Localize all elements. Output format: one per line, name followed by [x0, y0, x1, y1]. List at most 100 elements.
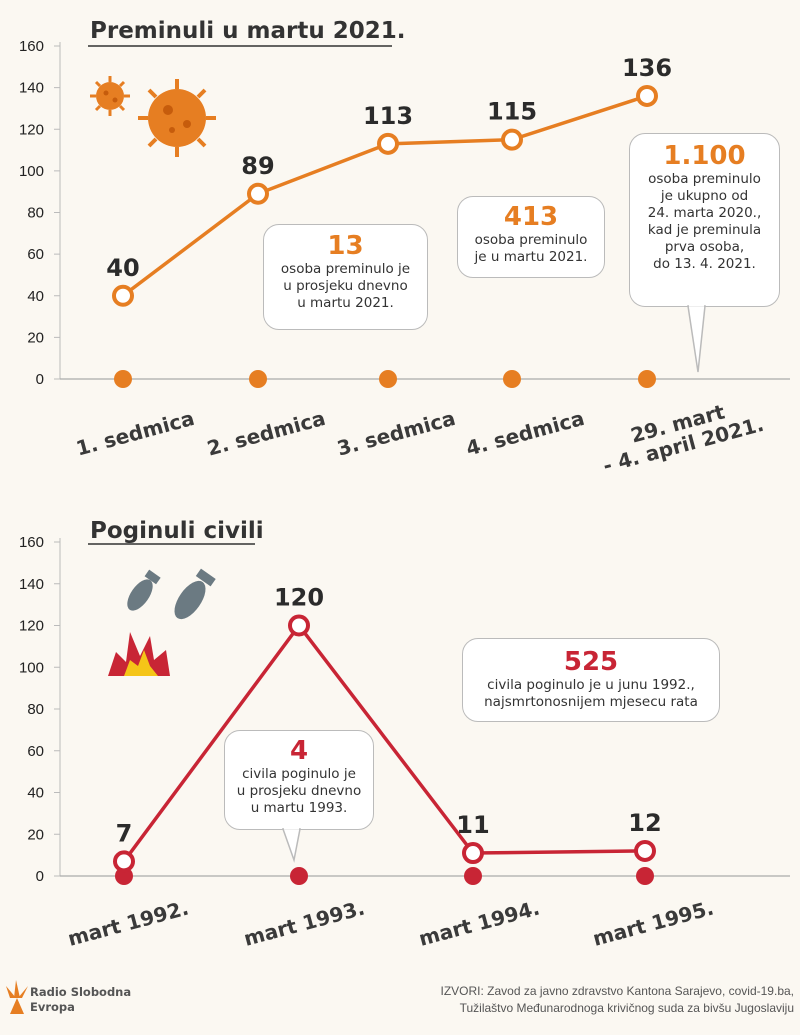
data-label: 115 — [487, 98, 537, 126]
baseline-dot — [114, 370, 132, 388]
x-tick-label: 2. sedmica — [204, 406, 327, 461]
y-tick-label: 160 — [19, 534, 44, 551]
x-tick-label: 1. sedmica — [73, 406, 196, 461]
x-tick-label-line: mart 1992. — [65, 896, 191, 951]
baseline-dot — [249, 370, 267, 388]
x-tick-label-line: 4. sedmica — [463, 406, 586, 461]
annotation-text: u martu 2021. — [297, 295, 394, 311]
data-label: 89 — [241, 152, 274, 180]
logo-line: Evropa — [30, 1000, 75, 1014]
data-label: 113 — [363, 102, 413, 130]
x-tick-label-line: 2. sedmica — [204, 406, 327, 461]
virus-icon — [90, 76, 216, 157]
data-label: 120 — [274, 584, 324, 612]
y-tick-label: 80 — [27, 205, 44, 222]
data-point — [112, 284, 134, 307]
x-tick-label: mart 1994. — [416, 896, 542, 951]
rse-logo: Radio Slobodna Evropa — [30, 985, 131, 1015]
annotation-daily-average-2021: 13 osoba preminulo je u prosjeku dnevno … — [263, 224, 428, 330]
x-tick-label: 4. sedmica — [463, 406, 586, 461]
annotation-text: u martu 1993. — [250, 800, 348, 816]
y-tick-label: 100 — [19, 163, 44, 180]
data-label: 136 — [622, 54, 672, 82]
annotation-number: 4 — [289, 736, 309, 766]
annotation-daily-average-1993: 4 civila poginulo je u prosjeku dnevno u… — [224, 730, 374, 830]
annotation-text: je u martu 2021. — [474, 249, 588, 265]
data-point — [634, 839, 656, 862]
x-tick-label: mart 1992. — [65, 896, 191, 951]
x-tick-label: 29. mart- 4. april 2021. — [595, 391, 767, 478]
annotation-march-total-2021: 413 osoba preminulo je u martu 2021. — [457, 196, 605, 278]
baseline-dot — [503, 370, 521, 388]
y-tick-label: 0 — [36, 868, 44, 885]
data-point — [636, 84, 658, 107]
annotation-text: do 13. 4. 2021. — [653, 256, 756, 272]
data-point — [247, 182, 269, 205]
x-tick-label: 3. sedmica — [334, 406, 457, 461]
annotation-text: osoba preminulo je — [280, 261, 411, 277]
y-tick-label: 40 — [27, 288, 44, 305]
annotation-text: osoba preminulo — [648, 171, 761, 187]
y-tick-label: 40 — [27, 785, 44, 802]
y-tick-label: 20 — [27, 826, 44, 843]
baseline-dot — [638, 370, 656, 388]
chart-title: Preminuli u martu 2021. — [90, 18, 406, 44]
y-tick-label: 100 — [19, 659, 44, 676]
baseline-dot — [464, 867, 482, 885]
rse-logo-icon — [6, 980, 28, 1014]
baseline-dot — [115, 867, 133, 885]
data-label: 12 — [628, 809, 661, 837]
chart-title: Poginuli civili — [90, 518, 264, 544]
data-point — [501, 128, 523, 151]
annotation-text: prva osoba, — [664, 239, 745, 255]
annotation-number: 1.100 — [663, 141, 746, 171]
y-tick-label: 120 — [19, 121, 44, 138]
data-label: 7 — [116, 819, 133, 847]
y-tick-label: 140 — [19, 576, 44, 593]
y-tick-label: 60 — [27, 743, 44, 760]
x-tick-label-line: mart 1995. — [590, 896, 716, 951]
x-tick-label-line: mart 1994. — [416, 896, 542, 951]
y-tick-label: 140 — [19, 80, 44, 97]
annotation-text: kad je preminula — [647, 222, 762, 238]
bomb-icon — [108, 568, 216, 676]
annotation-text: najsmrtonosnijem mjesecu rata — [484, 694, 698, 710]
x-tick-label-line: 1. sedmica — [73, 406, 196, 461]
annotation-text: je ukupno od — [660, 188, 749, 204]
annotation-text: civila poginulo je u junu 1992., — [487, 677, 695, 693]
logo-line: Radio Slobodna — [30, 985, 132, 999]
annotation-total-since-2020: 1.100 osoba preminulo je ukupno od 24. m… — [629, 133, 780, 307]
series-line — [122, 622, 646, 863]
annotation-text: civila poginulo je — [242, 766, 356, 782]
annotation-text: u prosjeku dnevno — [283, 278, 408, 294]
data-label: 40 — [106, 254, 139, 282]
data-label: 11 — [456, 811, 489, 839]
baseline-dot — [379, 370, 397, 388]
source-note: IZVORI: Zavod za javno zdravstvo Kantona… — [440, 983, 794, 1017]
data-point — [377, 132, 399, 155]
annotation-number: 525 — [563, 647, 619, 677]
x-tick-label: mart 1995. — [590, 896, 716, 951]
y-tick-label: 20 — [27, 329, 44, 346]
baseline-dot — [636, 867, 654, 885]
data-point — [462, 842, 484, 865]
annotation-text: 24. marta 2020., — [647, 205, 762, 221]
x-tick-label: mart 1993. — [241, 896, 367, 951]
y-tick-label: 120 — [19, 618, 44, 635]
annotation-june-1992: 525 civila poginulo je u junu 1992., naj… — [462, 638, 720, 722]
baseline-dot — [290, 867, 308, 885]
y-tick-label: 80 — [27, 701, 44, 718]
y-tick-label: 60 — [27, 246, 44, 263]
x-tick-label-line: mart 1993. — [241, 896, 367, 951]
chart-2: Poginuli civili 0 20 40 60 80 100 120 140 160 7 120… — [19, 518, 790, 951]
annotation-number: 13 — [327, 231, 364, 261]
data-point — [113, 850, 135, 873]
annotation-text: osoba preminulo — [474, 232, 588, 248]
annotation-number: 413 — [503, 202, 559, 232]
y-tick-label: 160 — [19, 38, 44, 55]
y-tick-label: 0 — [36, 371, 44, 388]
data-point — [288, 614, 310, 637]
source-line: IZVORI: Zavod za javno zdravstvo Kantona… — [440, 984, 794, 998]
